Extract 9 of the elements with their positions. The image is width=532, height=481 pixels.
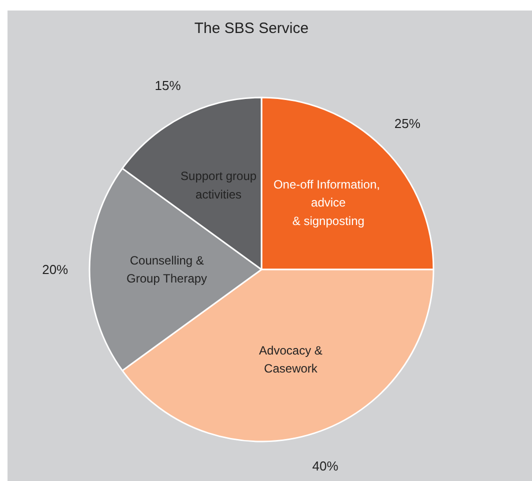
data-label: 15%	[154, 78, 182, 94]
data-label: 20%	[42, 262, 69, 277]
data-label: 40%	[312, 458, 339, 474]
slice-label: Support group activities	[180, 169, 257, 202]
slice-label: Counselling & Group Therapy	[126, 253, 208, 286]
slice-label: Advocacy & Casework	[259, 343, 322, 376]
data-label: 25%	[394, 116, 421, 132]
slice-label: One-off Information, advice & signposting	[273, 177, 380, 228]
chart-title: The SBS Service	[194, 20, 309, 37]
